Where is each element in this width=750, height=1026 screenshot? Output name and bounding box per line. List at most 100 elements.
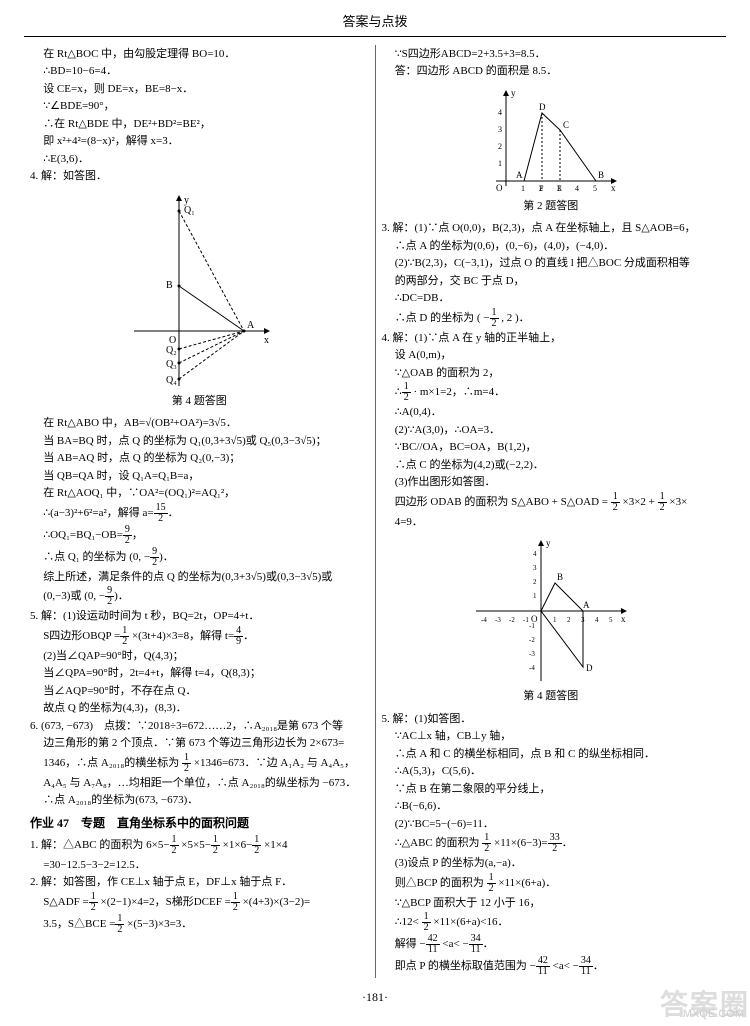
text: S△ADF =12 ×(2−1)×4=2，S梯形DCEF =12 ×(4+3)×…: [30, 892, 369, 913]
text: (3)设点 P 的坐标为(a,−a)．: [382, 855, 721, 872]
text: ∴OQ₁=BQ₁−OB=92，: [30, 525, 369, 546]
question-5: 5. 解：(1)设运动时间为 t 秒，BQ=2t，OP=4+t．: [30, 608, 369, 625]
text: 当 AB=AQ 时，点 Q 的坐标为 Q₂(0,−3)；: [30, 450, 369, 467]
svg-text:B: B: [557, 572, 563, 582]
svg-text:x: x: [264, 335, 269, 346]
svg-text:B: B: [598, 170, 604, 180]
svg-text:4: 4: [498, 108, 502, 117]
svg-text:4: 4: [533, 550, 537, 558]
svg-text:y: y: [511, 88, 516, 98]
text: 当 QB=QA 时，设 Q₁A=Q₁B=a，: [30, 468, 369, 485]
text: (2)当∠QAP=90°时，Q(4,3)；: [30, 648, 369, 665]
question-6: 6. (673, −673) 点拨：∵2018÷3=672……2，∴A₂₀₁₈是…: [30, 718, 369, 735]
svg-text:A: A: [516, 170, 523, 180]
text: ∴点 A 的坐标为(0,6)，(0,−6)，(4,0)，(−4,0)．: [382, 238, 721, 255]
figure-2-right: O x y 1 2 3 4 5 1 2 3 4 A D: [382, 86, 721, 215]
text: S四边形OBQP =12 ×(3t+4)×3=8，解得 t=49．: [30, 626, 369, 647]
s47-q1: 1. 解：△ABC 的面积为 6×5−12 ×5×5−12 ×1×6−12 ×1…: [30, 835, 369, 856]
svg-text:O: O: [169, 335, 176, 346]
text: 答：四边形 ABCD 的面积是 8.5．: [382, 63, 721, 80]
svg-text:1: 1: [521, 184, 525, 193]
text: 即点 P 的横坐标取值范围为 −4211 <a< −3411．: [382, 956, 721, 977]
page-footer: ·181·: [24, 988, 726, 1006]
text: ∴点 D 的坐标为 ( −12 , 2 )．: [382, 308, 721, 329]
text: 解得 −4211 <a< −3411．: [382, 934, 721, 955]
svg-text:5: 5: [609, 616, 613, 624]
svg-text:2: 2: [567, 616, 571, 624]
text: (3)作出图形如答图．: [382, 474, 721, 491]
text: 边三角形的第 2 个顶点．∵第 673 个等边三角形边长为 2×673=: [30, 735, 369, 752]
right-column: ∵S四边形ABCD=2+3.5+3=8.5． 答：四边形 ABCD 的面积是 8…: [375, 45, 727, 979]
svg-text:O: O: [496, 183, 503, 193]
svg-text:-3: -3: [495, 616, 501, 624]
svg-text:A: A: [247, 320, 255, 331]
text: ∵点 B 在第二象限的平分线上，: [382, 781, 721, 798]
svg-text:2: 2: [498, 142, 502, 151]
svg-text:F: F: [539, 184, 544, 193]
text: (2)∵A(3,0)，∴OA=3．: [382, 422, 721, 439]
text: 在 Rt△ABO 中，AB=√(OB²+OA²)=3√5．: [30, 415, 369, 432]
question-4r: 4. 解：(1)∵点 A 在 y 轴的正半轴上，: [382, 330, 721, 347]
svg-text:B: B: [166, 280, 173, 291]
text: ∴A(5,3)，C(5,6)．: [382, 763, 721, 780]
svg-text:Q₂: Q₂: [166, 345, 177, 356]
left-column: 在 Rt△BOC 中，由勾股定理得 BO=10． ∴BD=10−6=4． 设 C…: [24, 45, 375, 979]
text: ∵∠BDE=90°，: [30, 98, 369, 115]
text: 即 x²+4²=(8−x)²，解得 x=3．: [30, 133, 369, 150]
text: ∴点 A 和 C 的横坐标相同，点 B 和 C 的纵坐标相同．: [382, 746, 721, 763]
figure-2-caption: 第 2 题答图: [382, 198, 721, 215]
svg-text:Q₄: Q₄: [166, 375, 177, 386]
text: ∴B(−6,6)．: [382, 798, 721, 815]
svg-text:C: C: [563, 120, 569, 130]
watermark-sub: MXQE.COM: [683, 1006, 744, 1023]
svg-text:-4: -4: [529, 664, 535, 672]
text: 当∠QPA=90°时，2t=4+t，解得 t=4，Q(8,3)；: [30, 665, 369, 682]
text: ∴BD=10−6=4．: [30, 63, 369, 80]
text: 当 BA=BQ 时，点 Q 的坐标为 Q₁(0,3+3√5)或 Q₅(0,3−3…: [30, 433, 369, 450]
svg-text:E: E: [557, 184, 562, 193]
text: 设 A(0,m)，: [382, 347, 721, 364]
text: 当∠AQP=90°时，不存在点 Q．: [30, 683, 369, 700]
svg-text:A: A: [583, 600, 590, 610]
text: ∴12< 12 ×11×(6+a)<16．: [382, 912, 721, 933]
svg-text:-2: -2: [509, 616, 515, 624]
figure-4-right: O x y -4 -3 -2 -1 1 2 3 4 5 1 2 3 4 -1: [382, 536, 721, 705]
text: 设 CE=x，则 DE=x，BE=8−x．: [30, 81, 369, 98]
svg-text:-4: -4: [481, 616, 487, 624]
text: ∵AC⊥x 轴，CB⊥y 轴，: [382, 728, 721, 745]
text: ∴A(0,4)．: [382, 404, 721, 421]
svg-text:x: x: [621, 614, 626, 624]
text: (2)∵B(2,3)，C(−3,1)，过点 O 的直线 l 把△BOC 分成面积…: [382, 255, 721, 272]
svg-text:y: y: [546, 538, 551, 548]
svg-text:3: 3: [498, 125, 502, 134]
text: ∴点 A₂₀₁₈的坐标为(673, −673)．: [30, 792, 369, 809]
svg-text:-2: -2: [529, 636, 535, 644]
text: ∴E(3,6)．: [30, 151, 369, 168]
text: 3.5，S△BCE =12 ×(5−3)×3=3．: [30, 914, 369, 935]
text: A₄A₅ 与 A₇A₈，…均相距一个单位，∴点 A₂₀₁₈的纵坐标为 −673．: [30, 775, 369, 792]
svg-text:x: x: [611, 183, 616, 193]
svg-text:Q₃: Q₃: [166, 359, 177, 370]
text: ∵△OAB 的面积为 2，: [382, 365, 721, 382]
text: ∴△ABC 的面积为 12 ×11×(6−3)=332．: [382, 833, 721, 854]
text: ∴点 Q₁ 的坐标为 (0, −92)．: [30, 547, 369, 568]
question-5r: 5. 解：(1)如答图．: [382, 711, 721, 728]
text: 的两部分，交 BC 于点 D，: [382, 273, 721, 290]
text: ∵BC//OA，BC=OA，B(1,2)，: [382, 439, 721, 456]
s47-q2: 2. 解：如答图，作 CE⊥x 轴于点 E，DF⊥x 轴于点 F．: [30, 874, 369, 891]
svg-text:D: D: [539, 102, 546, 112]
text: ∵△BCP 面积大于 12 小于 16，: [382, 895, 721, 912]
figure-4-left: Q₁ B A Q₂ Q₃ Q₄ O x y 第 4 题答图: [30, 191, 369, 410]
svg-text:1: 1: [498, 159, 502, 168]
text: (0,−3)或 (0, −92)．: [30, 586, 369, 607]
svg-text:Q₁: Q₁: [184, 205, 195, 216]
svg-text:1: 1: [533, 592, 537, 600]
text: ∴(a−3)²+6²=a²，解得 a=152．: [30, 503, 369, 524]
svg-text:3: 3: [533, 564, 537, 572]
text: ∴12 · m×1=2，∴m=4．: [382, 382, 721, 403]
text: ∵S四边形ABCD=2+3.5+3=8.5．: [382, 46, 721, 63]
svg-text:5: 5: [593, 184, 597, 193]
page-header: 答案与点拨: [24, 12, 726, 37]
svg-text:4: 4: [595, 616, 599, 624]
text: 4=9．: [382, 514, 721, 531]
